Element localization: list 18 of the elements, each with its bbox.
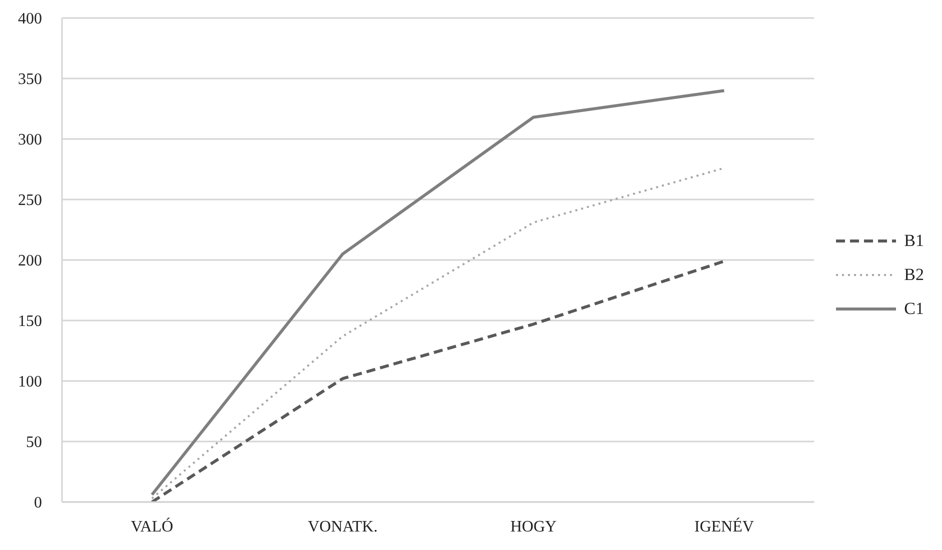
y-tick-label: 0 xyxy=(34,494,42,512)
y-tick-label: 400 xyxy=(18,10,42,28)
x-tick-label: VALÓ xyxy=(130,517,174,536)
x-tick-label: VONATK. xyxy=(308,518,378,536)
line-series xyxy=(150,89,726,496)
legend-label: C1 xyxy=(904,299,924,319)
x-tick-label: IGENÉV xyxy=(694,517,754,536)
y-tick-label: 350 xyxy=(18,71,42,88)
legend-label: B1 xyxy=(904,231,924,251)
legend-label: B2 xyxy=(904,265,924,285)
y-tick-label: 300 xyxy=(18,132,42,149)
y-tick-label: 200 xyxy=(18,252,42,270)
y-tick-label: 50 xyxy=(26,434,42,452)
y-tick-label: 150 xyxy=(18,313,42,330)
y-tick-label: 100 xyxy=(18,374,42,391)
line-series xyxy=(150,260,726,502)
y-tick-label: 250 xyxy=(18,192,42,210)
x-tick-label: HOGY xyxy=(510,518,557,536)
